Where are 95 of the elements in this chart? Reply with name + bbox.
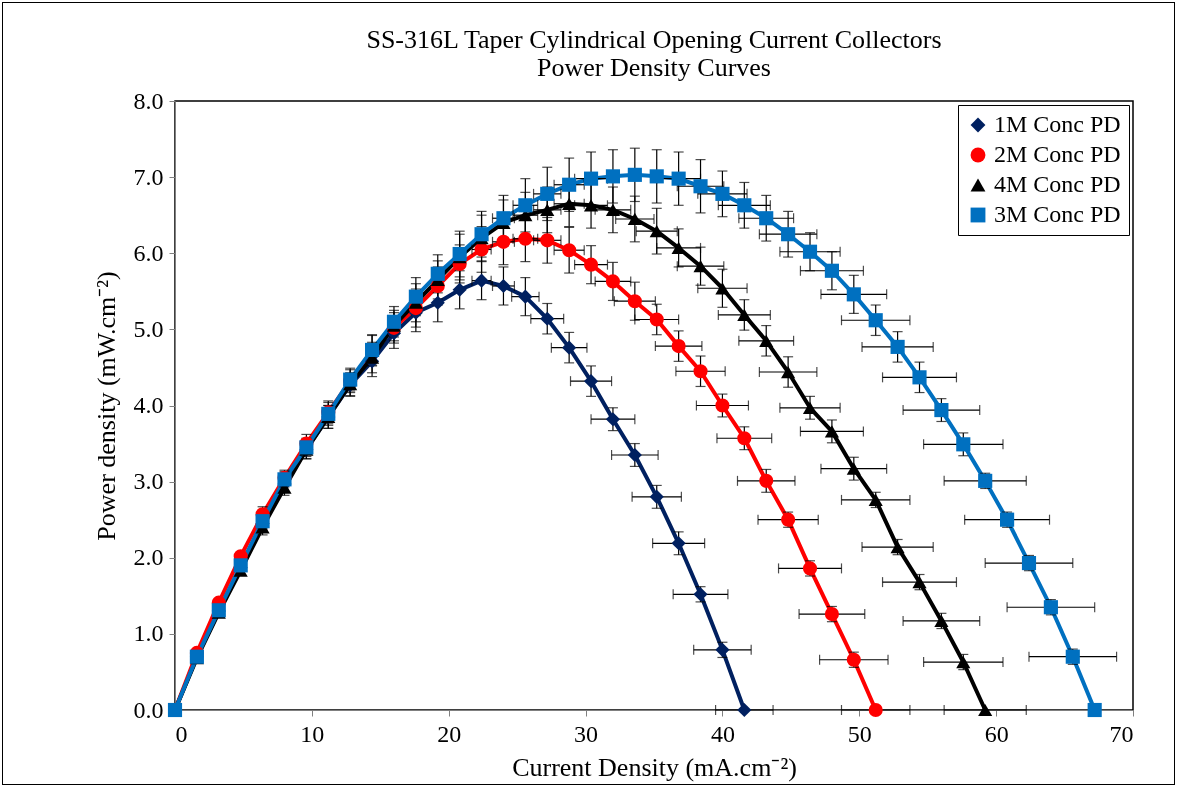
point [583, 171, 599, 186]
point [430, 295, 445, 310]
point [759, 334, 774, 347]
point [890, 339, 905, 354]
point [540, 311, 555, 326]
point [605, 412, 621, 427]
point [868, 313, 883, 328]
point [540, 186, 555, 201]
point [715, 186, 730, 201]
point [540, 233, 555, 248]
point [759, 211, 774, 226]
legend-label: 3M Conc PD [994, 201, 1121, 227]
point [583, 199, 599, 212]
point [671, 171, 686, 186]
x-tick-label: 50 [847, 720, 872, 747]
point [627, 294, 642, 309]
point [496, 234, 511, 249]
point [452, 282, 467, 297]
point [934, 403, 949, 418]
point [562, 340, 577, 355]
point [627, 212, 642, 226]
point [671, 241, 686, 255]
point [978, 703, 993, 717]
point [824, 263, 839, 278]
y-tick-label: 4.0 [133, 392, 164, 418]
point [518, 231, 533, 246]
point [562, 177, 577, 192]
point [649, 312, 664, 327]
point [627, 167, 642, 182]
point [605, 274, 621, 289]
point [562, 197, 577, 210]
point [649, 169, 664, 184]
point [605, 169, 621, 184]
point [737, 308, 752, 322]
point [1087, 702, 1102, 718]
y-tick-label: 3.0 [133, 468, 164, 495]
y-tick-label: 6.0 [133, 239, 164, 266]
point [846, 462, 861, 475]
x-tick-label: 10 [300, 720, 325, 747]
x-tick-label: 0 [175, 720, 188, 747]
point [912, 370, 927, 385]
y-tick-label: 1.0 [133, 620, 164, 647]
point [759, 473, 774, 488]
point [649, 489, 664, 504]
point [802, 244, 818, 259]
point [496, 211, 511, 226]
point [518, 289, 533, 304]
point [649, 225, 664, 238]
point [737, 431, 752, 446]
y-tick-label: 5.0 [133, 315, 164, 342]
point [605, 203, 621, 216]
x-tick-label: 30 [574, 720, 599, 747]
legend-label: 1M Conc PD [994, 111, 1121, 137]
point [802, 401, 818, 414]
chart-subtitle: Power Density Curves [537, 53, 771, 82]
point [693, 260, 708, 273]
chart-title: SS-316L Taper Cylindrical Opening Current Collectors [366, 25, 942, 54]
x-tick-label: 60 [984, 720, 1009, 747]
point [386, 314, 402, 329]
point [715, 398, 730, 413]
point [583, 257, 599, 272]
point [781, 365, 796, 379]
legend-label: 4M Conc PD [994, 171, 1121, 197]
x-tick-label: 70 [1109, 720, 1134, 747]
point [956, 437, 971, 452]
y-tick-label: 7.0 [133, 163, 164, 190]
legend-label: 2M Conc PD [994, 141, 1121, 167]
point [715, 282, 730, 295]
y-tick-label: 8.0 [133, 87, 164, 114]
point [693, 179, 708, 194]
point [737, 702, 752, 718]
point [671, 339, 686, 354]
point [496, 278, 511, 294]
x-tick-label: 40 [710, 720, 735, 747]
y-tick-label: 0.0 [133, 696, 164, 723]
y-tick-label: 2.0 [133, 544, 164, 571]
point [474, 227, 489, 242]
y-axis-title: Power density (mW.cm⁻²) [91, 271, 121, 541]
point [627, 447, 642, 463]
point [583, 374, 599, 389]
point [781, 227, 796, 242]
point [671, 536, 686, 551]
x-tick-label: 20 [437, 720, 462, 747]
point [430, 266, 445, 281]
point [452, 246, 467, 262]
x-axis-title: Current Density (mA.cm⁻²) [512, 752, 797, 782]
point [868, 702, 883, 718]
point [824, 425, 839, 438]
point [846, 287, 861, 302]
point [562, 243, 577, 258]
point [518, 198, 533, 213]
point [540, 203, 555, 216]
point [408, 289, 423, 304]
point [693, 364, 708, 379]
point [737, 198, 752, 213]
